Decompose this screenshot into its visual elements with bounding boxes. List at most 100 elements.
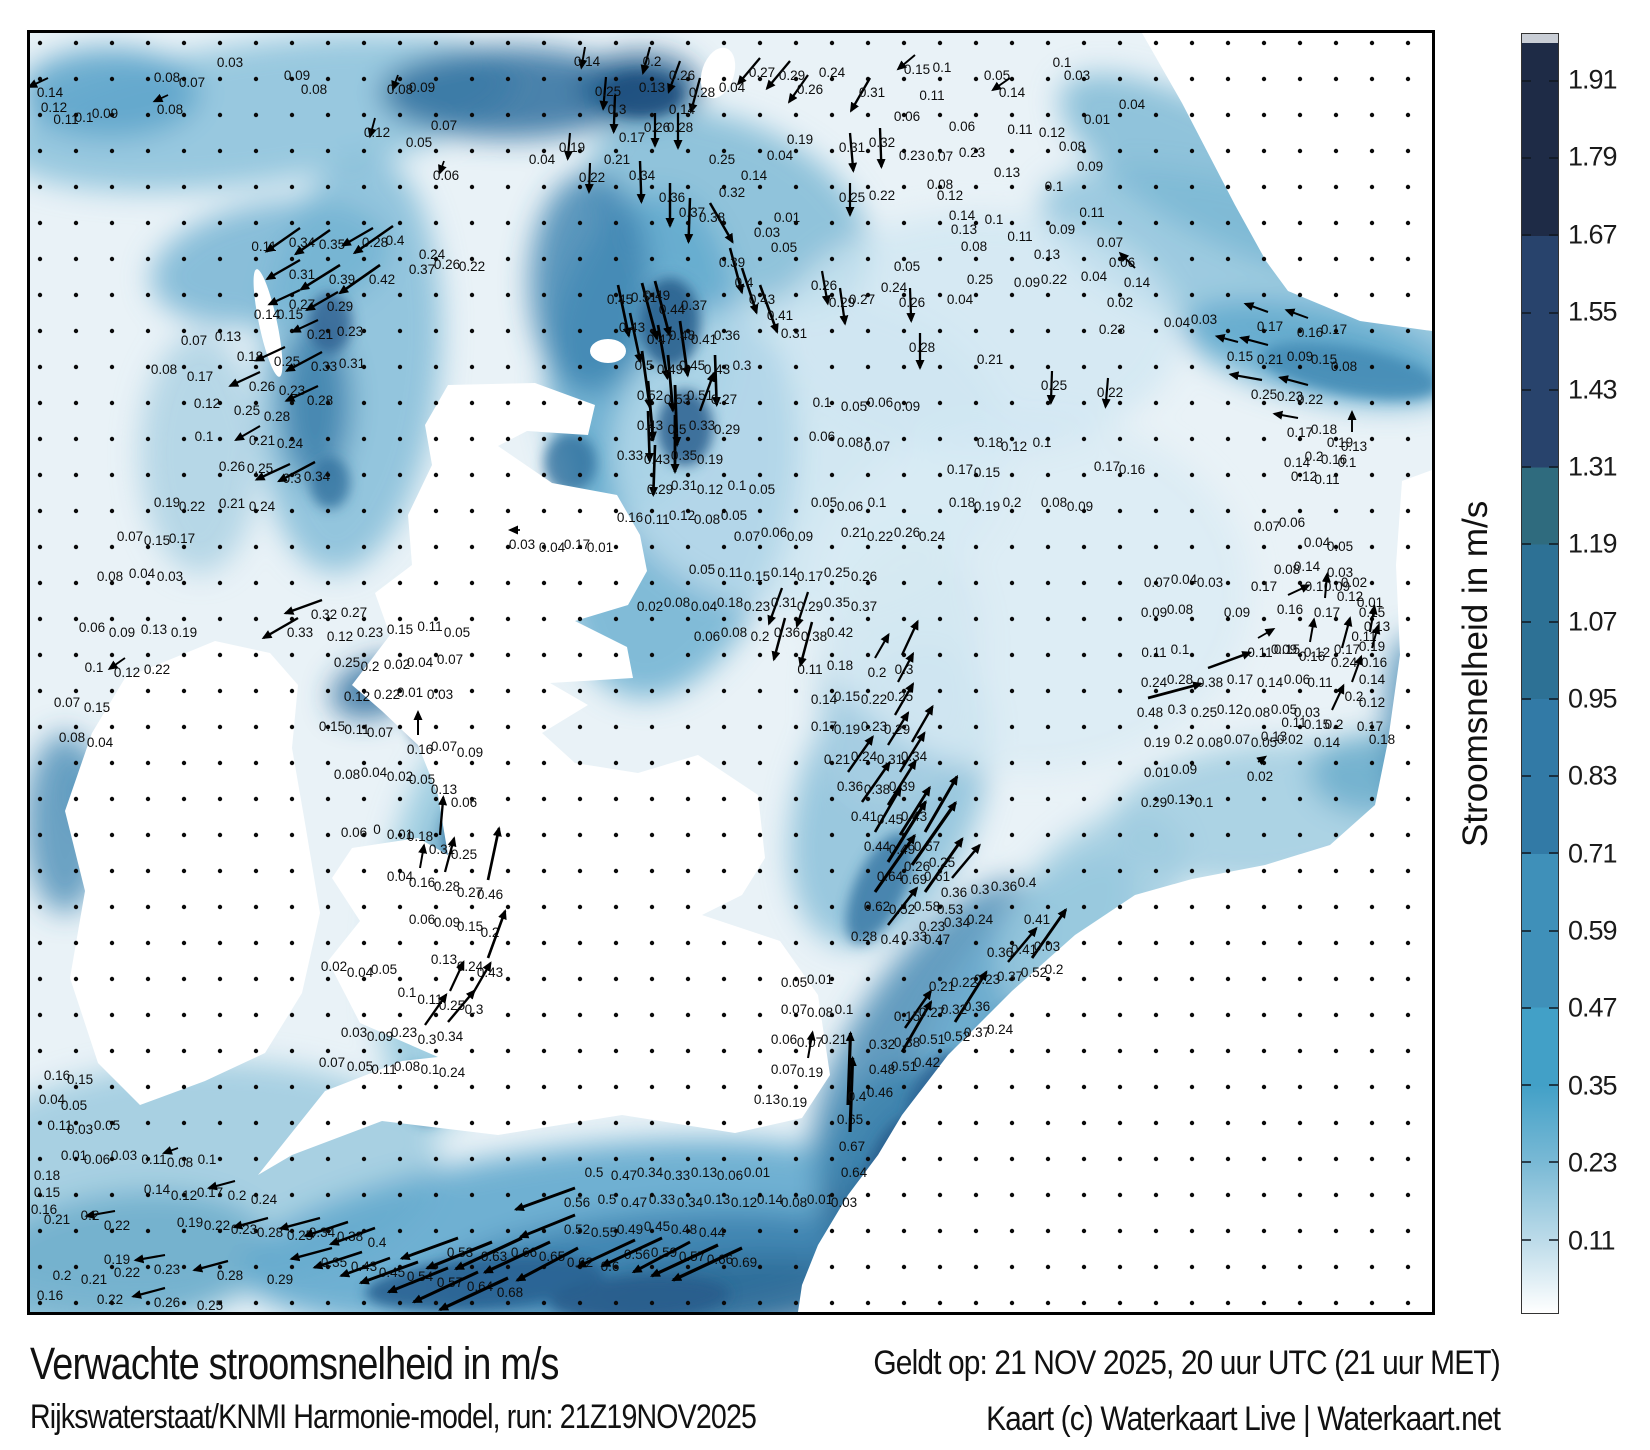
current-speed-label: 0.41 bbox=[767, 308, 793, 323]
current-speed-label: 0.22 bbox=[204, 1218, 230, 1233]
current-speed-label: 0.34 bbox=[637, 1165, 664, 1180]
current-arrow bbox=[898, 785, 931, 836]
current-speed-label: 0.14 bbox=[669, 102, 696, 117]
current-speed-label: 0.01 bbox=[1144, 765, 1170, 780]
current-arrow bbox=[133, 1253, 166, 1264]
current-speed-label: 0.5 bbox=[635, 358, 654, 373]
current-speed-label: 0.5 bbox=[598, 1192, 617, 1207]
current-speed-label: 0.16 bbox=[37, 1288, 63, 1303]
current-arrow bbox=[232, 1216, 269, 1230]
current-speed-label: 0.64 bbox=[841, 1165, 868, 1180]
current-arrow bbox=[847, 1056, 857, 1133]
colorbar-tick-mark bbox=[1549, 1084, 1558, 1087]
current-speed-label: 0.19 bbox=[834, 722, 860, 737]
current-speed-label: 0.08 bbox=[1197, 735, 1223, 750]
current-speed-label: 0.47 bbox=[647, 332, 673, 347]
current-speed-label: 0.12 bbox=[937, 188, 963, 203]
current-speed-label: 0.17 bbox=[811, 719, 837, 734]
current-arrow bbox=[910, 801, 957, 866]
current-speed-label: 0.18 bbox=[717, 595, 743, 610]
current-speed-label: 0.04 bbox=[767, 148, 794, 163]
current-speed-label: 0.26 bbox=[154, 1295, 180, 1310]
colorbar-tick-mark bbox=[1549, 79, 1558, 82]
current-speed-label: 0.17 bbox=[1251, 579, 1277, 594]
current-arrow bbox=[264, 227, 301, 253]
current-speed-label: 0.26 bbox=[434, 257, 460, 272]
current-speed-label: 0.37 bbox=[409, 262, 435, 277]
current-speed-label: 0.08 bbox=[807, 1005, 833, 1020]
current-speed-label: 0.48 bbox=[869, 1062, 895, 1077]
current-arrow bbox=[795, 591, 810, 629]
current-speed-label: 0.06 bbox=[867, 395, 893, 410]
current-speed-label: 0.17 bbox=[1227, 672, 1253, 687]
current-speed-label: 0.01 bbox=[807, 972, 833, 987]
current-speed-label: 0.28 bbox=[257, 1225, 283, 1240]
current-speed-label: 0.24 bbox=[251, 1192, 278, 1207]
current-speed-label: 0.14 bbox=[144, 1182, 171, 1197]
current-arrow bbox=[1278, 375, 1309, 387]
current-speed-label: 0.06 bbox=[949, 119, 975, 134]
current-arrow bbox=[418, 843, 428, 869]
current-speed-label: 0.03 bbox=[1294, 705, 1320, 720]
current-speed-label: 0.06 bbox=[409, 912, 435, 927]
colorbar-tick-mark bbox=[1522, 1161, 1531, 1164]
current-arrow bbox=[903, 989, 932, 1029]
current-arrow bbox=[923, 837, 964, 893]
current-speed-label: 0.05 bbox=[984, 68, 1010, 83]
current-speed-label: 0.49 bbox=[617, 1222, 643, 1237]
current-arrow bbox=[900, 1000, 933, 1053]
current-arrow bbox=[386, 1266, 449, 1294]
current-speed-label: 0.09 bbox=[457, 745, 483, 760]
current-speed-label: 0.08 bbox=[301, 82, 327, 97]
current-speed-label: 0.48 bbox=[671, 1222, 697, 1237]
current-speed-label: 0.09 bbox=[1271, 642, 1297, 657]
current-arrow bbox=[820, 270, 831, 306]
current-speed-label: 0.22 bbox=[579, 170, 605, 185]
current-speed-label: 0.56 bbox=[624, 1247, 650, 1262]
current-speed-label: 0.07 bbox=[1224, 732, 1250, 747]
current-speed-label: 0.07 bbox=[181, 333, 207, 348]
current-arrow bbox=[728, 247, 745, 295]
current-speed-label: 0.37 bbox=[964, 1025, 990, 1040]
current-speed-label: 0.41 bbox=[851, 809, 877, 824]
current-speed-label: 0.31 bbox=[771, 595, 797, 610]
current-speed-label: 0.04 bbox=[947, 292, 974, 307]
colorbar-tick-mark bbox=[1522, 543, 1531, 546]
current-speed-label: 0.38 bbox=[894, 1035, 920, 1050]
current-speed-label: 0.13 bbox=[704, 1192, 730, 1207]
current-speed-label: 0.17 bbox=[564, 537, 590, 552]
current-speed-label: 0.21 bbox=[307, 327, 333, 342]
current-speed-label: 0.2 bbox=[361, 659, 380, 674]
current-speed-label: 0.25 bbox=[929, 855, 955, 870]
colorbar-tick-mark bbox=[1549, 775, 1558, 778]
current-speed-label: 0.2 bbox=[1175, 732, 1194, 747]
current-speed-label: 0.08 bbox=[394, 1059, 420, 1074]
current-speed-label: 0.11 bbox=[47, 1118, 72, 1133]
current-speed-label: 0.05 bbox=[1271, 702, 1297, 717]
current-speed-label: 0.1 bbox=[1171, 642, 1190, 657]
current-speed-label: 0.1 bbox=[85, 660, 104, 675]
current-speed-label: 0.11 bbox=[717, 565, 742, 580]
current-speed-label: 0.4 bbox=[1018, 875, 1037, 890]
current-speed-label: 0.02 bbox=[637, 599, 663, 614]
current-speed-label: 0.4 bbox=[368, 1235, 387, 1250]
current-speed-label: 0.08 bbox=[927, 177, 953, 192]
current-speed-label: 0.3 bbox=[465, 1002, 484, 1017]
current-speed-label: 0.2 bbox=[643, 54, 662, 69]
current-speed-label: 0.2 bbox=[53, 1268, 72, 1283]
current-speed-label: 0.44 bbox=[699, 1225, 726, 1240]
current-speed-label: 0.25 bbox=[1041, 378, 1067, 393]
current-speed-label: 0.28 bbox=[689, 85, 715, 100]
colorbar-tick-label: 1.31 bbox=[1568, 451, 1618, 482]
current-speed-label: 0.57 bbox=[437, 1275, 463, 1290]
current-speed-label: 0.05 bbox=[781, 975, 807, 990]
current-speed-label: 0.23 bbox=[1277, 389, 1303, 404]
current-speed-label: 0.07 bbox=[771, 1062, 797, 1077]
current-speed-label: 0.14 bbox=[254, 307, 281, 322]
current-speed-label: 0.29 bbox=[797, 599, 823, 614]
current-arrow bbox=[609, 94, 619, 134]
current-speed-label: 0.27 bbox=[711, 392, 737, 407]
credit-label: Kaart (c) Waterkaart Live | Waterkaart.n… bbox=[986, 1400, 1501, 1438]
current-speed-label: 0.25 bbox=[595, 84, 621, 99]
current-speed-label: 0.24 bbox=[919, 529, 946, 544]
